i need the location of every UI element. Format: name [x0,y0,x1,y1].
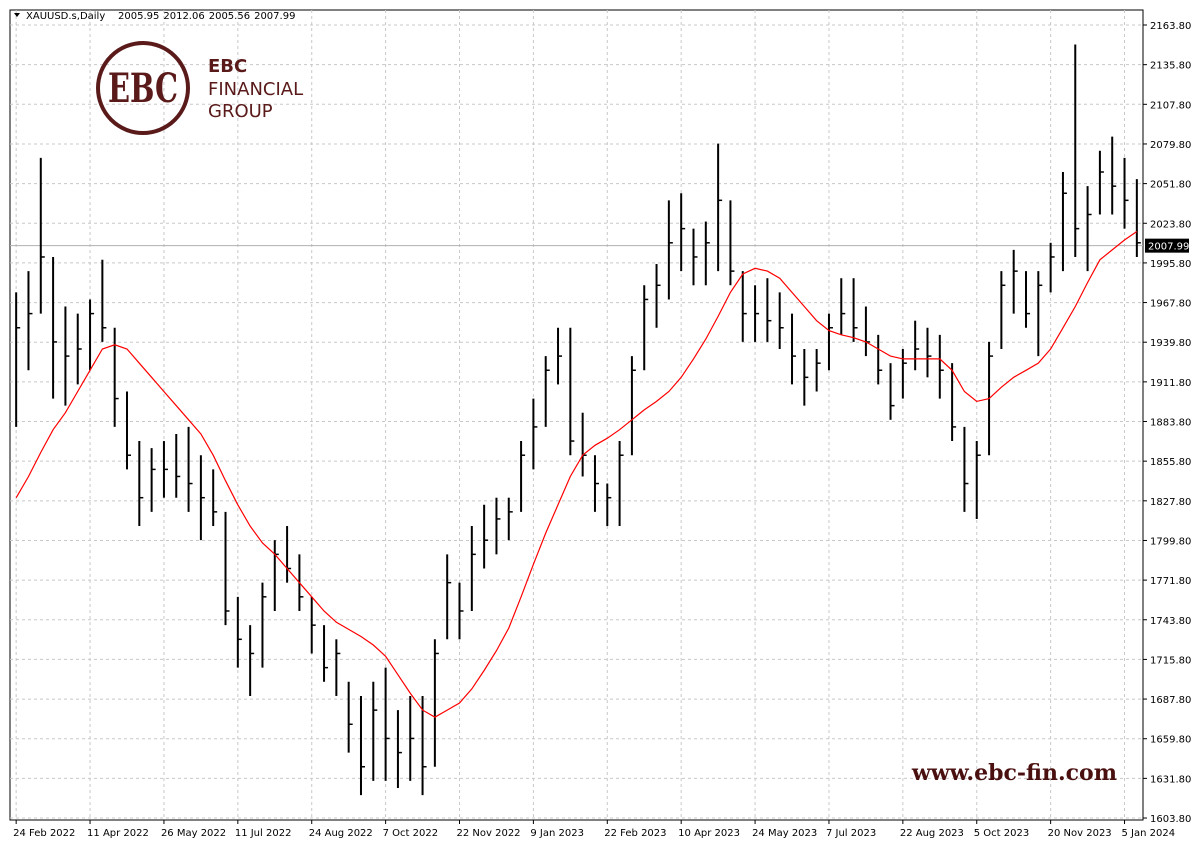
moving-average [15,231,1138,718]
y-tick-label: 1911.80 [1150,378,1191,389]
x-tick-label: 20 Nov 2023 [1048,828,1112,839]
header-value: 2005.56 [209,11,250,22]
y-tick-label: 2051.80 [1150,180,1191,191]
x-tick-label: 9 Jan 2023 [530,828,584,839]
y-tick-label: 2135.80 [1150,61,1191,72]
y-tick-label: 1855.80 [1150,457,1191,468]
logo-line1: FINANCIAL [208,79,303,100]
y-tick-label: 1939.80 [1150,338,1191,349]
logo-mark: EBC [108,65,178,112]
x-tick-label: 22 Aug 2023 [900,828,964,839]
header-values: 2005.95 2012.06 2005.56 2007.99 [118,11,295,22]
x-tick-label: 24 Aug 2022 [309,828,373,839]
y-tick-label: 1799.80 [1150,536,1191,547]
y-tick-label: 1771.80 [1150,576,1191,587]
y-tick-label: 1967.80 [1150,299,1191,310]
y-tick-label: 2079.80 [1150,140,1191,151]
x-tick-label: 5 Oct 2023 [974,828,1029,839]
logo: EBC EBC FINANCIAL GROUP [96,41,303,135]
plot-frame [9,9,1144,821]
y-tick-label: 2107.80 [1150,100,1191,111]
marks [15,44,1141,796]
y-tick-label: 1715.80 [1150,655,1191,666]
watermark: www.ebc-fin.com [911,760,1117,786]
y-tick-label: 1827.80 [1150,497,1191,508]
current-price-label: 2007.99 [1148,242,1189,253]
grid [10,10,1143,820]
y-tick-label: 2023.80 [1150,219,1191,230]
x-tick-label: 5 Jan 2024 [1122,828,1176,839]
x-tick-label: 11 Jul 2022 [235,828,292,839]
header-value: 2007.99 [254,11,295,22]
y-tick-label: 1687.80 [1150,695,1191,706]
x-tick-label: 7 Jul 2023 [826,828,876,839]
y-tick-label: 1659.80 [1150,735,1191,746]
x-tick-label: 11 Apr 2022 [87,828,149,839]
y-tick-label: 1995.80 [1150,259,1191,270]
y-tick-label: 2163.80 [1150,21,1191,32]
header-value: 2012.06 [163,11,204,22]
y-tick-label: 1883.80 [1150,418,1191,429]
x-tick-label: 24 May 2023 [752,828,817,839]
current-price-box [1145,238,1189,253]
x-tick-label: 24 Feb 2022 [13,828,75,839]
logo-line2: GROUP [208,101,273,122]
x-tick-label: 26 May 2022 [161,828,226,839]
x-tick-label: 22 Feb 2023 [604,828,666,839]
symbol-arrow [14,13,20,17]
y-tick-label: 1743.80 [1150,616,1191,627]
x-tick-label: 7 Oct 2022 [383,828,438,839]
header-value: 2005.95 [118,11,159,22]
symbol: XAUUSD.s,Daily [26,11,105,22]
x-tick-label: 10 Apr 2023 [678,828,740,839]
y-tick-label: 1631.80 [1150,774,1191,785]
logo-ring [96,41,190,135]
x-tick-label: 22 Nov 2022 [457,828,521,839]
logo-word: EBC [208,56,247,77]
y-tick-label: 1603.80 [1150,814,1191,825]
